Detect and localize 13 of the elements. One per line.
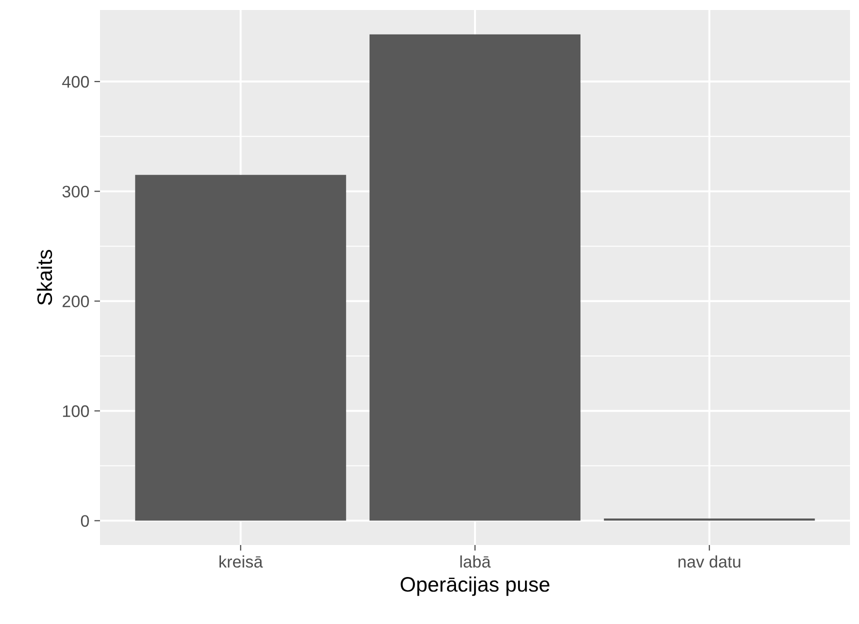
y-tick-label: 100 xyxy=(63,405,89,418)
y-tick-label: 0 xyxy=(80,515,89,527)
bar xyxy=(370,34,580,521)
x-tick-label: labā xyxy=(460,555,491,568)
bar xyxy=(604,518,815,521)
bar xyxy=(135,174,346,521)
y-axis-title: Skaits xyxy=(36,250,52,305)
x-axis-title: Operācijas puse xyxy=(400,576,550,596)
y-tick-label: 300 xyxy=(62,186,89,198)
x-tick-label: nav datu xyxy=(678,555,740,568)
x-tick-label: kreisā xyxy=(220,555,263,568)
y-tick-label: 200 xyxy=(62,296,89,308)
y-tick-label: 400 xyxy=(62,76,89,88)
